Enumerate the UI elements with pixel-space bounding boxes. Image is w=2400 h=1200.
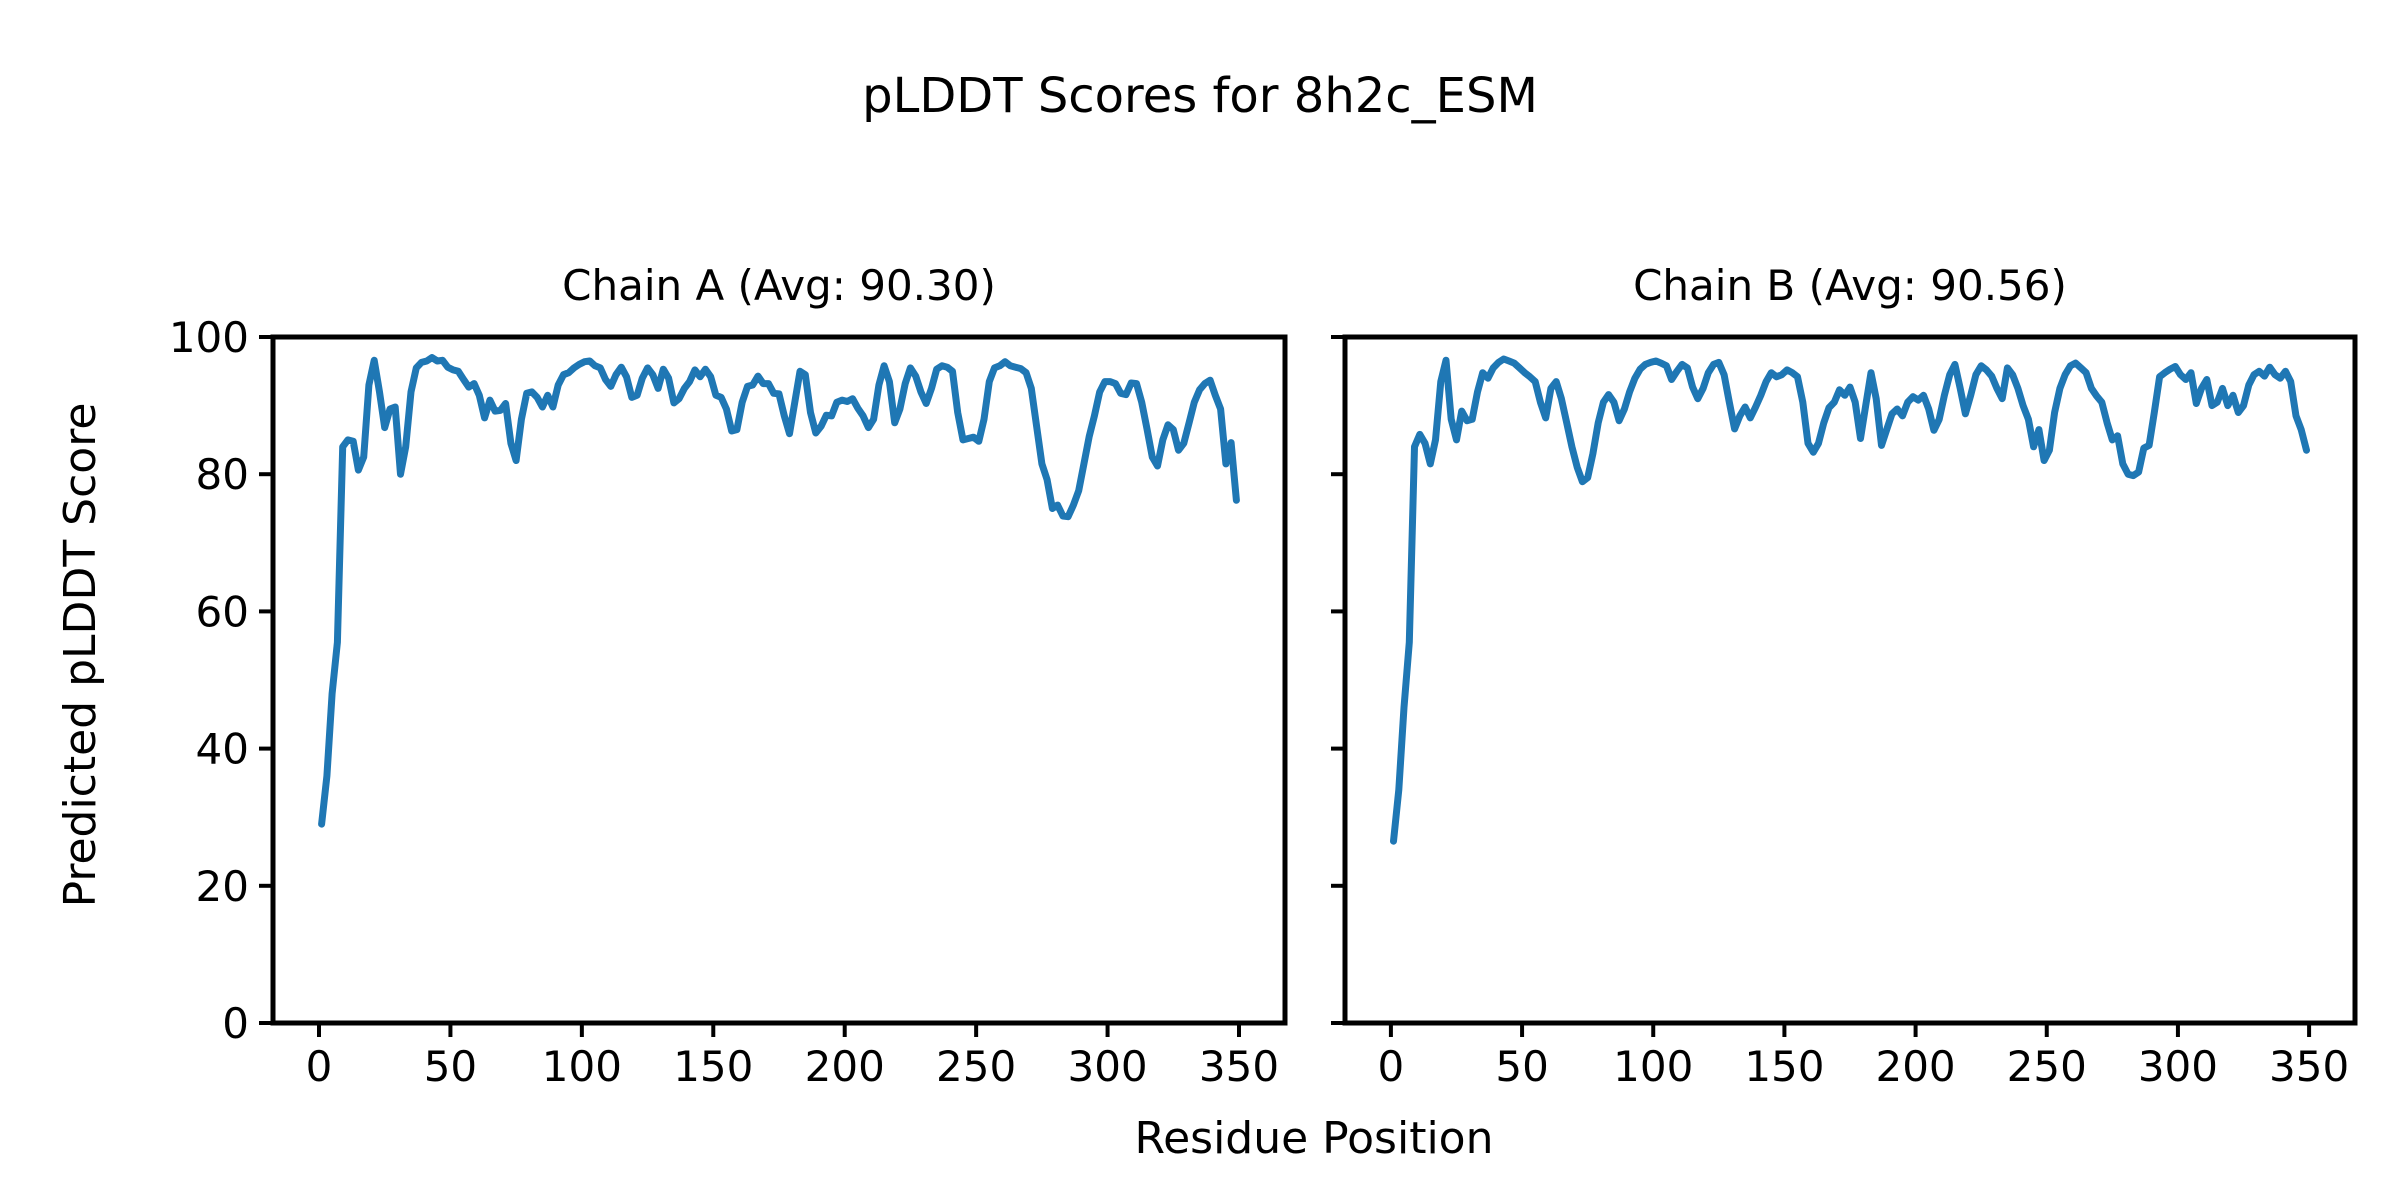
plddt-line-chain-a <box>318 354 1240 828</box>
x-tick-label: 150 <box>1744 1042 1824 1091</box>
y-tick-label: 0 <box>222 999 249 1048</box>
y-tick-label: 20 <box>196 862 249 911</box>
subplot-b-title: Chain B (Avg: 90.56) <box>1633 261 2067 310</box>
subplot-a-title: Chain A (Avg: 90.30) <box>562 261 996 310</box>
y-tick-label: 40 <box>196 725 249 774</box>
x-tick-label: 350 <box>2269 1042 2349 1091</box>
x-tick-label: 300 <box>2138 1042 2218 1091</box>
x-tick-label: 300 <box>1067 1042 1147 1091</box>
x-tick-label: 50 <box>424 1042 477 1091</box>
plddt-line-chain-b <box>1390 355 2310 845</box>
x-tick-label: 250 <box>936 1042 1016 1091</box>
y-axis-label: Predicted pLDDT Score <box>55 403 106 908</box>
x-tick-label: 250 <box>2007 1042 2087 1091</box>
subplot-a-axes: 0 50 100 150 200 250 300 350 0 20 40 60 80 100 <box>169 313 1288 1091</box>
subplot-b-axes: 0 50 100 150 200 250 300 350 <box>1331 334 2358 1091</box>
x-axis-label: Residue Position <box>1134 1113 1493 1164</box>
x-tick-label: 100 <box>542 1042 622 1091</box>
y-tick-label: 60 <box>196 587 249 636</box>
axes-frame <box>1342 334 2358 1026</box>
x-tick-label: 0 <box>1378 1042 1405 1091</box>
x-tick-label: 100 <box>1613 1042 1693 1091</box>
figure-title: pLDDT Scores for 8h2c_ESM <box>862 68 1538 124</box>
x-tick-label: 350 <box>1199 1042 1279 1091</box>
y-tick-label: 100 <box>169 313 249 362</box>
x-tick-label: 50 <box>1495 1042 1548 1091</box>
x-tick-label: 0 <box>306 1042 333 1091</box>
axes-frame <box>270 334 1288 1026</box>
x-tick-label: 200 <box>1875 1042 1955 1091</box>
y-tick-label: 80 <box>196 450 249 499</box>
x-tick-label: 200 <box>805 1042 885 1091</box>
x-tick-label: 150 <box>673 1042 753 1091</box>
